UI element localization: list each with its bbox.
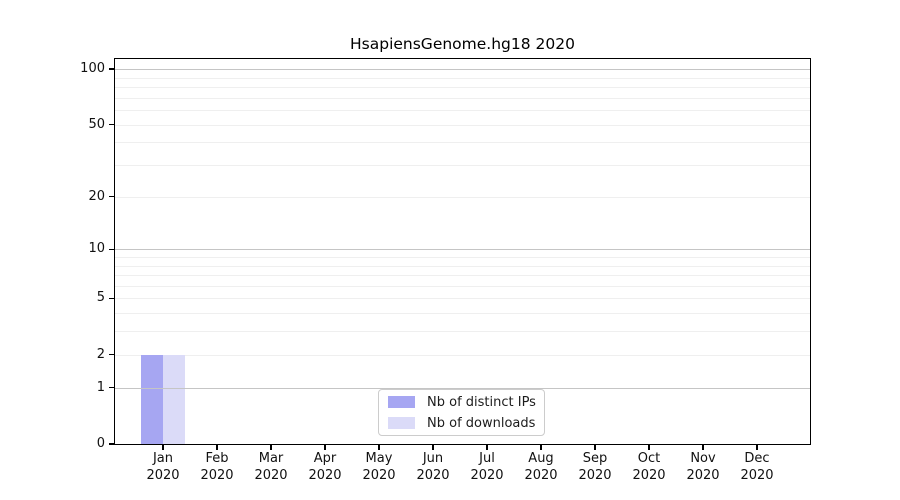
x-tick xyxy=(432,444,434,450)
x-tick xyxy=(648,444,650,450)
y-tick-label: 20 xyxy=(88,188,105,204)
plot-area xyxy=(115,59,810,444)
y-tick xyxy=(109,387,115,389)
x-tick xyxy=(594,444,596,450)
x-tick-label: Jan 2020 xyxy=(131,450,195,484)
x-tick-label: Sep 2020 xyxy=(563,450,627,484)
bar-nb-of-downloads-jan xyxy=(163,354,185,444)
y-tick xyxy=(109,68,115,70)
y-tick-label: 50 xyxy=(88,116,105,132)
gridline-minor xyxy=(115,77,810,79)
x-tick xyxy=(702,444,704,450)
y-tick-label: 1 xyxy=(96,379,105,395)
x-tick-label: Mar 2020 xyxy=(239,450,303,484)
legend-label-downloads: Nb of downloads xyxy=(427,415,536,431)
gridline-major xyxy=(115,69,810,70)
x-tick-label: Jul 2020 xyxy=(455,450,519,484)
x-tick-label: May 2020 xyxy=(347,450,411,484)
y-tick xyxy=(109,297,115,300)
x-tick-label: Apr 2020 xyxy=(293,450,357,484)
x-tick-label: Nov 2020 xyxy=(671,450,735,484)
x-tick xyxy=(378,444,380,450)
gridline-major xyxy=(115,387,810,389)
gridline-minor xyxy=(115,298,810,300)
x-tick-label: Jun 2020 xyxy=(401,450,465,484)
bar-nb-of-distinct-ips-jan xyxy=(141,354,163,444)
x-tick-label: Dec 2020 xyxy=(725,450,789,484)
gridline-minor xyxy=(115,256,810,258)
y-tick xyxy=(109,123,115,126)
gridline-minor xyxy=(115,275,810,276)
y-tick-label: 0 xyxy=(96,436,105,451)
gridline-minor xyxy=(115,86,810,88)
gridline-minor xyxy=(115,265,810,267)
x-tick-label: Feb 2020 xyxy=(185,450,249,484)
x-tick-sublabel: 2020 xyxy=(146,468,180,483)
legend-swatch-distinct-ips xyxy=(388,396,415,408)
y-tick xyxy=(109,354,115,356)
x-tick xyxy=(486,444,488,450)
gridline-major xyxy=(115,249,810,251)
gridline-minor xyxy=(115,97,810,99)
legend-swatch-downloads xyxy=(388,417,415,429)
gridline-minor xyxy=(115,285,810,287)
gridline-minor xyxy=(115,110,810,111)
x-tick-sublabel: 2020 xyxy=(578,468,612,483)
gridline-minor xyxy=(115,331,810,333)
x-tick-sublabel: 2020 xyxy=(740,468,774,483)
x-tick-sublabel: 2020 xyxy=(362,468,396,483)
y-tick-label: 5 xyxy=(96,290,105,306)
x-tick-sublabel: 2020 xyxy=(416,468,450,483)
gridline-minor xyxy=(115,313,810,315)
y-tick-label: 2 xyxy=(96,346,105,362)
x-tick-label: Oct 2020 xyxy=(617,450,681,484)
legend-item-distinct-ips: Nb of distinct IPs xyxy=(388,395,544,410)
x-tick-label: Aug 2020 xyxy=(509,450,573,484)
x-tick-sublabel: 2020 xyxy=(524,468,558,483)
legend-item-downloads: Nb of downloads xyxy=(388,416,544,431)
gridline-minor xyxy=(115,124,810,126)
x-tick xyxy=(540,444,542,450)
y-tick-label: 100 xyxy=(80,61,105,76)
x-tick-sublabel: 2020 xyxy=(308,468,342,483)
x-tick xyxy=(216,444,218,450)
x-tick-sublabel: 2020 xyxy=(470,468,504,483)
gridline-minor xyxy=(115,354,810,356)
x-tick xyxy=(756,444,758,450)
x-tick xyxy=(270,444,272,450)
legend-label-distinct-ips: Nb of distinct IPs xyxy=(427,394,536,410)
gridline-minor xyxy=(115,142,810,144)
legend: Nb of distinct IPs Nb of downloads xyxy=(378,389,545,436)
x-tick-sublabel: 2020 xyxy=(254,468,288,483)
x-tick-sublabel: 2020 xyxy=(632,468,666,483)
y-tick xyxy=(109,195,115,198)
gridline-minor xyxy=(115,165,810,166)
chart-title: HsapiensGenome.hg18 2020 xyxy=(350,35,575,53)
x-tick-sublabel: 2020 xyxy=(200,468,234,483)
gridline-minor xyxy=(115,196,810,198)
y-tick-label: 10 xyxy=(88,241,105,257)
x-tick-sublabel: 2020 xyxy=(686,468,720,483)
y-tick xyxy=(109,248,115,250)
x-tick xyxy=(324,444,326,450)
x-tick xyxy=(162,444,164,450)
y-tick xyxy=(109,443,115,445)
